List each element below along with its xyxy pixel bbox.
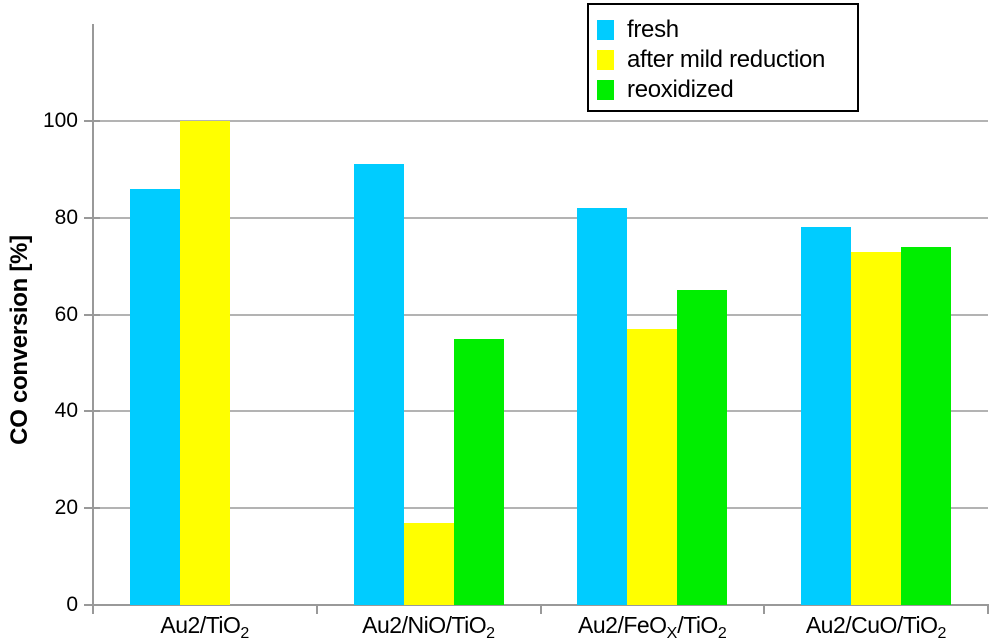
bar-fresh-2 bbox=[577, 207, 628, 605]
gridline-100 bbox=[93, 119, 988, 122]
x-category-label: Au2/CuO/TiO2 bbox=[764, 612, 988, 642]
label-text: Au2/CuO/TiO bbox=[805, 612, 938, 638]
legend-swatch-icon bbox=[597, 50, 614, 70]
bar-reoxidized-3 bbox=[901, 246, 952, 605]
legend-item-reoxidized: reoxidized bbox=[597, 75, 857, 105]
label-subscript: 2 bbox=[937, 625, 947, 642]
legend-item-fresh: fresh bbox=[597, 15, 857, 45]
legend-label: fresh bbox=[627, 16, 679, 43]
bar-fresh-0 bbox=[129, 188, 180, 605]
label-text: Au2/TiO bbox=[160, 612, 241, 638]
x-tick-mark bbox=[315, 604, 318, 614]
bar-after-mild-reduction-0 bbox=[179, 120, 230, 605]
x-category-label: Au2/TiO2 bbox=[93, 612, 317, 642]
x-tick-mark bbox=[92, 604, 94, 614]
gridline-60 bbox=[93, 313, 988, 316]
legend-box: fresh after mild reduction reoxidized bbox=[587, 3, 859, 112]
y-tick-label: 60 bbox=[54, 302, 78, 326]
gridline-40 bbox=[93, 410, 988, 413]
bar-fresh-1 bbox=[353, 164, 404, 605]
bar-after-mild-reduction-3 bbox=[851, 251, 902, 605]
x-category-label: Au2/FeOX/TiO2 bbox=[541, 612, 765, 642]
label-text: Au2/NiO/TiO bbox=[362, 612, 487, 638]
legend-label: reoxidized bbox=[627, 76, 734, 103]
x-category-label: Au2/NiO/TiO2 bbox=[317, 612, 541, 642]
label-subscript: 2 bbox=[240, 625, 250, 642]
label-subscript: X bbox=[666, 625, 678, 642]
gridline-20 bbox=[93, 507, 988, 510]
legend-item-after-mild-reduction: after mild reduction bbox=[597, 45, 857, 75]
y-tick-label: 20 bbox=[54, 496, 78, 520]
bar-after-mild-reduction-2 bbox=[627, 329, 678, 605]
y-tick-label: 40 bbox=[54, 399, 78, 423]
bar-fresh-3 bbox=[801, 227, 852, 605]
y-axis-line bbox=[92, 24, 94, 606]
label-text: Au2/FeO bbox=[578, 612, 667, 638]
y-tick-label: 80 bbox=[54, 205, 78, 229]
legend-label: after mild reduction bbox=[627, 46, 826, 73]
x-tick-mark bbox=[763, 604, 766, 614]
legend-swatch-icon bbox=[597, 80, 614, 100]
gridline-80 bbox=[93, 216, 988, 219]
bar-reoxidized-1 bbox=[453, 338, 504, 605]
label-text: /TiO bbox=[677, 612, 718, 638]
bar-reoxidized-2 bbox=[677, 290, 728, 605]
label-subscript: 2 bbox=[717, 625, 727, 642]
x-tick-mark bbox=[539, 604, 542, 614]
legend-swatch-icon bbox=[597, 20, 614, 40]
y-tick-label: 100 bbox=[42, 108, 78, 132]
x-tick-mark bbox=[987, 604, 989, 614]
bar-after-mild-reduction-1 bbox=[403, 522, 454, 605]
y-tick-label: 0 bbox=[66, 593, 78, 616]
label-subscript: 2 bbox=[486, 625, 496, 642]
